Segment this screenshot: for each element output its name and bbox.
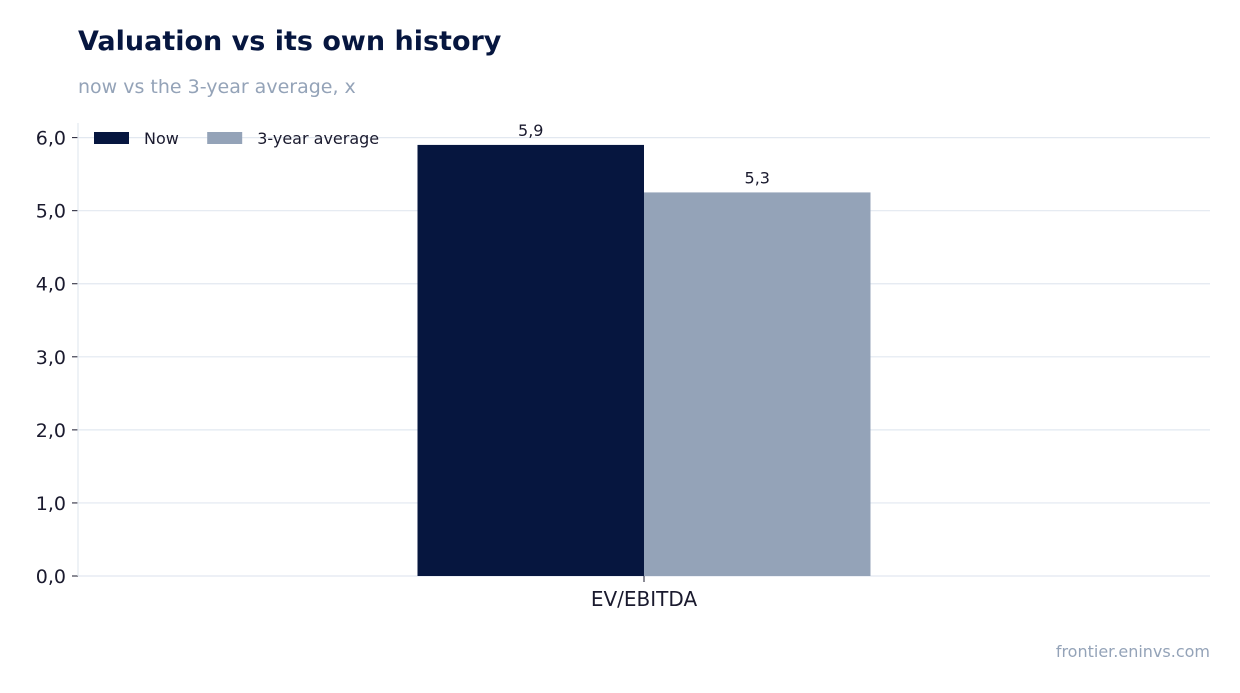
data-label: 5,9 [518,121,543,140]
chart-subtitle: now vs the 3-year average, x [78,76,356,98]
y-tick-label: 4,0 [36,274,66,296]
y-tick-label: 5,0 [36,201,66,223]
y-axis: 0,0 1,0 2,0 3,0 4,0 5,0 6,0 [36,123,79,588]
x-tick-label: EV/EBITDA [591,587,698,611]
y-tick-label: 6,0 [36,128,66,150]
y-tick-label: 1,0 [36,493,66,515]
bar-now [417,144,644,576]
y-tick-label: 2,0 [36,420,66,442]
x-axis: EV/EBITDA [591,576,698,611]
bars [417,144,871,576]
y-tick-label: 0,0 [36,566,66,588]
source-footer: frontier.eninvs.com [1055,642,1210,661]
legend-swatch [94,132,129,144]
legend-label: 3-year average [257,129,379,148]
chart-title: Valuation vs its own history [78,26,502,57]
bar-3-year-average [644,192,871,576]
legend-label: Now [144,129,179,148]
data-label: 5,3 [745,168,770,187]
data-labels: 5,9 5,3 [518,121,770,187]
y-tick-label: 3,0 [36,347,66,369]
legend: Now 3-year average [94,129,379,148]
legend-swatch [207,132,243,144]
